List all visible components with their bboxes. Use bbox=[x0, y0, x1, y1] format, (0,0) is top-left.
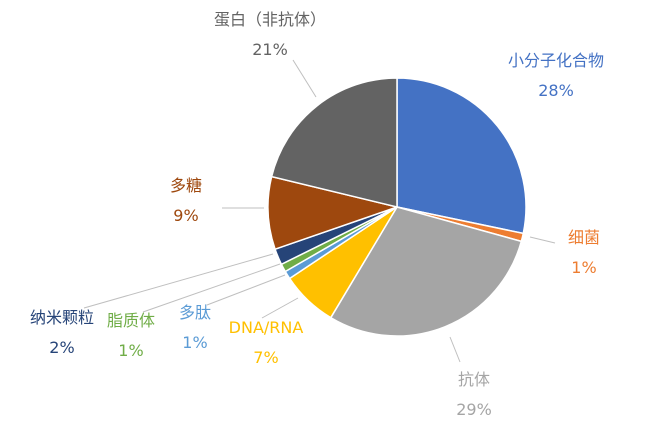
slice-antibody-percent-label: 29% bbox=[456, 400, 492, 419]
slice-small-molecule-percent-label: 28% bbox=[538, 81, 574, 100]
slice-small-molecule-category-label: 小分子化合物 bbox=[508, 51, 604, 70]
slice-protein-category-label: 蛋白（非抗体） bbox=[214, 10, 326, 29]
slice-nanoparticle-category-label: 纳米颗粒 bbox=[30, 308, 94, 327]
slice-bacteria-percent-label: 1% bbox=[571, 258, 596, 277]
slice-antibody-leader-line bbox=[449, 336, 461, 363]
slice-peptide-percent-label: 1% bbox=[182, 333, 207, 352]
slice-nanoparticle-leader-line bbox=[83, 253, 274, 309]
slice-bacteria-leader-line bbox=[529, 236, 556, 244]
slice-peptide-category-label: 多肽 bbox=[179, 303, 211, 322]
slice-polysaccharide-percent-label: 9% bbox=[173, 206, 198, 225]
slice-nanoparticle-percent-label: 2% bbox=[49, 338, 74, 357]
slice-small-molecule bbox=[396, 77, 527, 235]
slice-bacteria-category-label: 细菌 bbox=[568, 228, 600, 247]
slice-peptide-leader-line bbox=[206, 274, 286, 306]
slice-polysaccharide-category-label: 多糖 bbox=[170, 176, 202, 195]
slice-protein-leader-line bbox=[292, 59, 317, 98]
slice-antibody-category-label: 抗体 bbox=[458, 370, 490, 389]
slice-protein bbox=[270, 77, 398, 208]
slice-dna-rna-category-label: DNA/RNA bbox=[229, 318, 304, 337]
slice-liposome-category-label: 脂质体 bbox=[107, 311, 155, 330]
slice-liposome-leader-line bbox=[142, 263, 281, 313]
slice-protein-percent-label: 21% bbox=[252, 40, 288, 59]
slice-dna-rna-percent-label: 7% bbox=[253, 348, 278, 367]
slice-dna-rna-leader-line bbox=[261, 297, 299, 319]
slice-liposome-percent-label: 1% bbox=[118, 341, 143, 360]
